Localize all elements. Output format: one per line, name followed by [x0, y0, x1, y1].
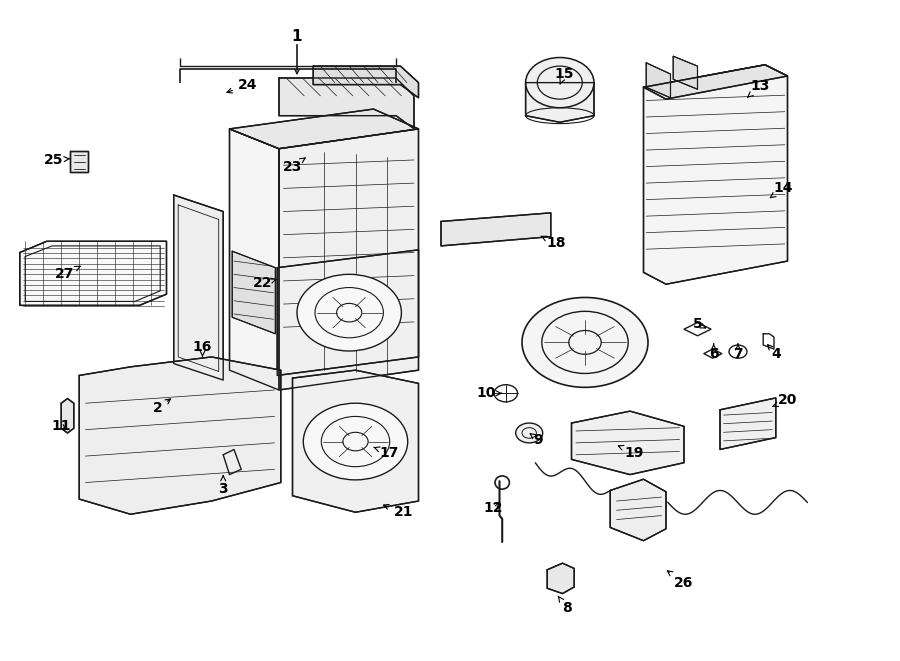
- Polygon shape: [174, 195, 223, 380]
- Polygon shape: [277, 250, 418, 375]
- Text: 2: 2: [153, 399, 170, 416]
- Polygon shape: [644, 65, 788, 99]
- Polygon shape: [61, 399, 74, 433]
- Text: 9: 9: [530, 432, 543, 447]
- Polygon shape: [79, 357, 281, 514]
- Ellipse shape: [297, 274, 401, 351]
- Text: 8: 8: [558, 596, 572, 615]
- Text: 4: 4: [768, 344, 780, 361]
- Text: 7: 7: [734, 344, 742, 361]
- Text: 5: 5: [693, 317, 706, 331]
- Ellipse shape: [516, 423, 543, 443]
- Text: 19: 19: [618, 446, 644, 460]
- Text: 24: 24: [227, 77, 257, 93]
- Text: 13: 13: [747, 79, 770, 98]
- Text: 18: 18: [541, 236, 566, 251]
- Text: 10: 10: [476, 386, 501, 401]
- Text: 27: 27: [55, 266, 80, 282]
- Text: 16: 16: [193, 340, 212, 357]
- Text: 6: 6: [709, 344, 718, 361]
- Polygon shape: [230, 129, 279, 390]
- Polygon shape: [232, 251, 275, 334]
- Polygon shape: [20, 241, 166, 305]
- Polygon shape: [673, 56, 698, 89]
- Polygon shape: [644, 65, 788, 284]
- Polygon shape: [441, 213, 551, 246]
- Polygon shape: [292, 370, 418, 512]
- Text: 15: 15: [554, 67, 574, 84]
- Text: 17: 17: [374, 446, 399, 460]
- Text: 11: 11: [51, 419, 71, 434]
- Polygon shape: [313, 66, 418, 98]
- Polygon shape: [279, 78, 414, 129]
- Polygon shape: [572, 411, 684, 475]
- Text: 23: 23: [283, 158, 305, 174]
- Text: 25: 25: [44, 153, 69, 167]
- Text: 26: 26: [668, 571, 694, 590]
- Text: 20: 20: [772, 393, 797, 407]
- Polygon shape: [526, 83, 594, 122]
- Polygon shape: [230, 109, 418, 149]
- Ellipse shape: [526, 58, 594, 108]
- Polygon shape: [646, 63, 670, 98]
- Polygon shape: [279, 129, 418, 390]
- Polygon shape: [70, 151, 88, 172]
- Polygon shape: [547, 563, 574, 594]
- Text: 21: 21: [383, 504, 413, 520]
- Text: 1: 1: [292, 29, 302, 44]
- Ellipse shape: [303, 403, 408, 480]
- Ellipse shape: [522, 297, 648, 387]
- Text: 3: 3: [219, 476, 228, 496]
- Polygon shape: [610, 479, 666, 541]
- Text: 22: 22: [253, 276, 276, 290]
- Text: 12: 12: [483, 500, 503, 515]
- Text: 14: 14: [770, 181, 793, 198]
- Polygon shape: [720, 398, 776, 449]
